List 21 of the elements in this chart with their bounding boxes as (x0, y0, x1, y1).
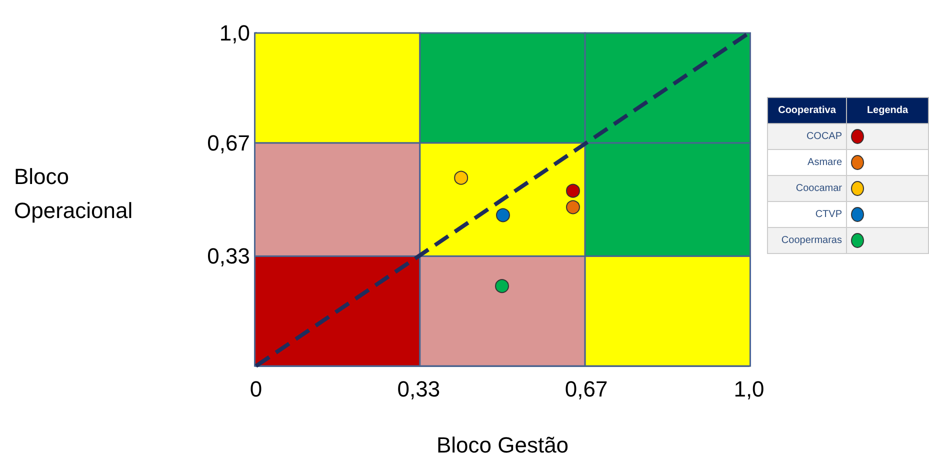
legend-label: COCAP (768, 124, 846, 150)
point (566, 184, 580, 198)
legend-label: CTVP (768, 202, 846, 228)
point (496, 208, 510, 222)
x-tick-label: 0,33 (397, 376, 440, 402)
text: Legenda (846, 98, 928, 124)
point (566, 200, 580, 214)
legend-label: Coocamar (768, 176, 846, 202)
legend-title: Cooperativa (768, 98, 846, 124)
y-axis-title: Bloco Operacional (14, 163, 133, 225)
legend-label: Asmare (768, 150, 846, 176)
x-tick-label: 0,67 (564, 376, 608, 402)
y-tick-label: 0,67 (207, 130, 250, 156)
x-tick-label: 1,0 (734, 376, 764, 402)
x-tick-label: 0 (250, 376, 262, 402)
y-tick-label: 0,33 (207, 244, 250, 269)
point (495, 279, 510, 294)
point (454, 170, 468, 185)
legend-label: Coopermaras (768, 228, 846, 254)
y-tick-label: 1,0 (219, 20, 250, 46)
x-axis-title: Bloco Gestão (436, 432, 569, 458)
